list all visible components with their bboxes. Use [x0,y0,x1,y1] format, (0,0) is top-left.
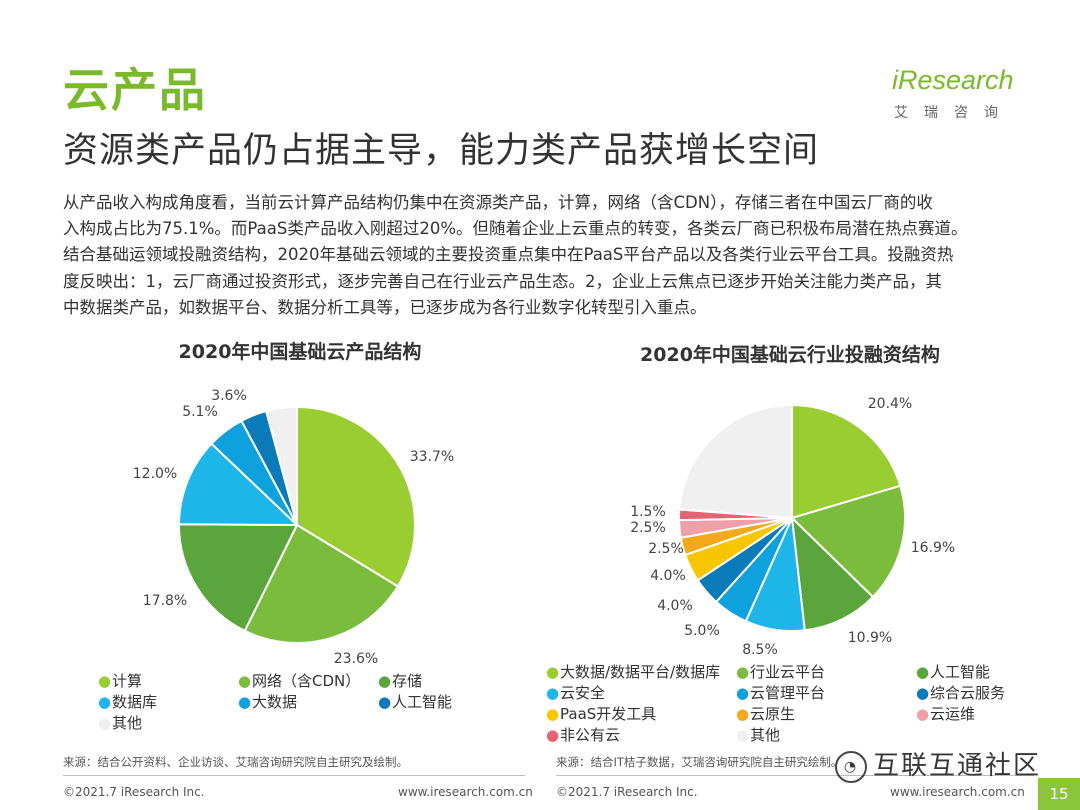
chart1-value-label: 5.1% [182,404,218,420]
chart2-value-label: 1.5% [630,504,666,520]
chart2-value-label: 16.9% [911,540,955,556]
source-note-right: 来源：结合IT桔子数据，艾瑞咨询研究院自主研究绘制。 [556,755,843,769]
chart2-pie: 20.4%16.9%10.9%8.5%5.0%4.0%4.0%2.5%2.5%1… [630,396,955,658]
body-line: 中数据类产品，如数据平台、数据分析工具等，已逐步成为各行业数字化转型引入重点。 [63,297,707,317]
logo-cn-text: 艾瑞咨询 [894,105,1014,121]
chart2-value-label: 4.0% [657,598,693,614]
footer-copyright-left: ©2021.7 iResearch Inc. [63,785,205,799]
chart2-slice [790,484,906,599]
chart2-title: 2020年中国基础云行业投融资结构 [640,344,940,366]
body-line: 入构成占比为75.1%。而PaaS类产品收入刚超过20%。但随着企业上云重点的转… [63,219,968,239]
chart2-slice [678,403,793,520]
chart2-value-label: 20.4% [868,396,912,412]
iresearch-logo: iResearch 艾瑞咨询 [892,64,1022,124]
chart1-value-label: 33.7% [410,449,454,465]
chart1-value-label: 12.0% [133,466,177,482]
chart1-pie: 33.7% 23.6% 17.8% 12.0% 5.1%3.6% [133,388,454,667]
chart1-slice [177,442,300,527]
chart1-value-label: 23.6% [334,651,378,667]
chart1-value-label: 3.6% [211,388,247,404]
chart2-slice [790,515,875,632]
logo-wordmark: iResearch [892,65,1014,95]
source-note-left: 来源：结合公开资料、企业访谈、艾瑞咨询研究院自主研究及绘制。 [63,755,408,769]
wechat-icon: ◔ [835,750,867,783]
chart1-slice [264,405,298,526]
body-line: 从产品收入构成角度看，当前云计算产品结构仍集中在资源类产品，计算，网络（含CDN… [63,193,933,212]
watermark-text: 互联互通社区 [873,751,1042,781]
chart2-value-label: 10.9% [848,630,892,646]
body-paragraph: 从产品收入构成角度看，当前云计算产品结构仍集中在资源类产品，计算，网络（含CDN… [63,190,1033,321]
body-line: 结合基础运领域投融资结构，2020年基础云领域的主要投资重点集中在PaaS平台产… [63,245,954,265]
chart2-value-label: 5.0% [684,623,720,639]
chart1-value-label: 17.8% [143,593,187,609]
chart2-value-label: 2.5% [630,520,666,536]
chart2-slice [791,403,902,520]
chart2-value-label: 8.5% [742,642,778,658]
chart1-slice [296,405,416,588]
chart1-slice [178,523,299,633]
watermark: ◔ 互联互通社区 [835,745,1041,783]
chart2-value-label: 4.0% [650,568,686,584]
footer-url-left[interactable]: www.iresearch.com.cn [398,785,533,799]
footer-divider-left [63,775,525,776]
page-subtitle: 资源类产品仍占据主导，能力类产品获增长空间 [63,131,820,171]
footer-url-right[interactable]: www.iresearch.com.cn [890,785,1025,799]
body-line: 度反映出：1，云厂商通过投资形式，逐步完善自己在行业云产品生态。2，企业上云焦点… [63,271,942,291]
page-title: 云产品 [63,63,207,117]
footer-copyright-right: ©2021.7 iResearch Inc. [556,785,698,799]
chart2-value-label: 2.5% [648,541,684,557]
chart1-title: 2020年中国基础云产品结构 [178,341,422,363]
page-number: 15 [1038,778,1080,810]
footer-divider-right [556,775,1034,776]
